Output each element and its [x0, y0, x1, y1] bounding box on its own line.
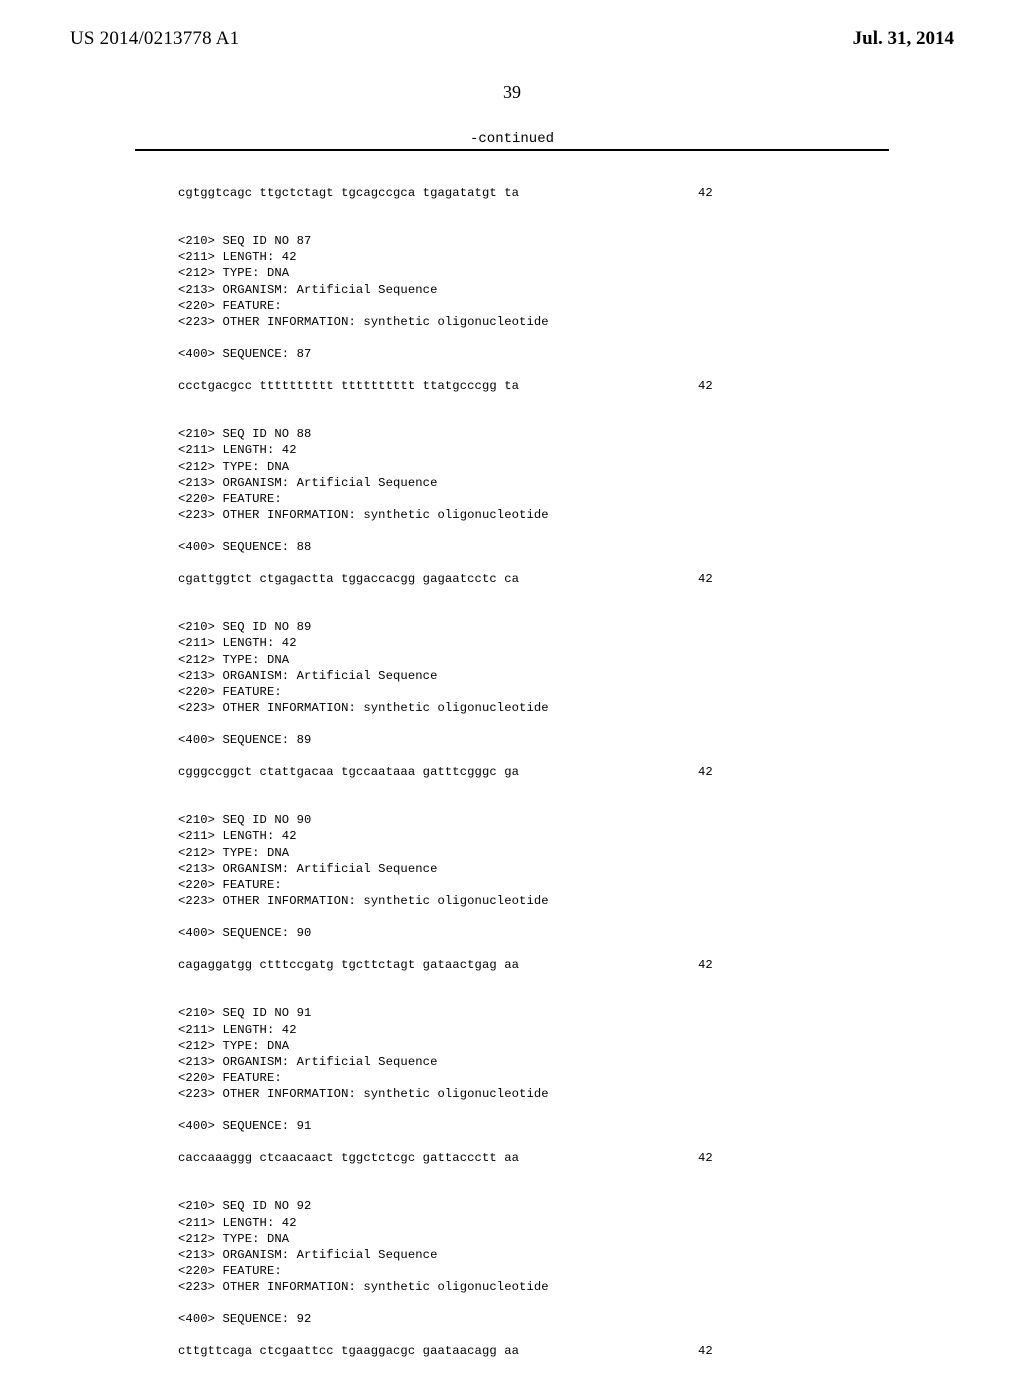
sequence-length: 42: [698, 764, 713, 780]
sequence-length: 42: [698, 571, 713, 587]
sequence-text: cgggccggct ctattgacaa tgccaataaa gatttcg…: [178, 764, 519, 780]
page-header: US 2014/0213778 A1 Jul. 31, 2014: [0, 0, 1024, 54]
sequence-text: cgtggtcagc ttgctctagt tgcagccgca tgagata…: [178, 185, 519, 201]
sequence-length: 42: [698, 957, 713, 973]
sequence-text: cgattggtct ctgagactta tggaccacgg gagaatc…: [178, 571, 519, 587]
sequence-row: ccctgacgcc tttttttttt tttttttttt ttatgcc…: [178, 378, 1024, 394]
publication-number: US 2014/0213778 A1: [70, 28, 239, 50]
sequence-text: caccaaaggg ctcaacaact tggctctcgc gattacc…: [178, 1150, 519, 1166]
sequence-row: cgattggtct ctgagactta tggaccacgg gagaatc…: [178, 571, 1024, 587]
sequence-length: 42: [698, 378, 713, 394]
sequence-row: cagaggatgg ctttccgatg tgcttctagt gataact…: [178, 957, 1024, 973]
sequence-row: cttgttcaga ctcgaattcc tgaaggacgc gaataac…: [178, 1343, 1024, 1359]
sequence-length: 42: [698, 1150, 713, 1166]
sequence-length: 42: [698, 1343, 713, 1359]
sequence-row: cgggccggct ctattgacaa tgccaataaa gatttcg…: [178, 764, 1024, 780]
sequence-text: ccctgacgcc tttttttttt tttttttttt ttatgcc…: [178, 378, 519, 394]
publication-date: Jul. 31, 2014: [853, 28, 954, 50]
sequence-length: 42: [698, 185, 713, 201]
page-number: 39: [0, 82, 1024, 103]
continued-label: -continued: [0, 131, 1024, 147]
sequence-row: cgtggtcagc ttgctctagt tgcagccgca tgagata…: [178, 185, 1024, 201]
sequence-row: caccaaaggg ctcaacaact tggctctcgc gattacc…: [178, 1150, 1024, 1166]
sequence-listing: cgtggtcagc ttgctctagt tgcagccgca tgagata…: [0, 151, 1024, 1375]
sequence-text: cttgttcaga ctcgaattcc tgaaggacgc gaataac…: [178, 1343, 519, 1359]
sequence-text: cagaggatgg ctttccgatg tgcttctagt gataact…: [178, 957, 519, 973]
